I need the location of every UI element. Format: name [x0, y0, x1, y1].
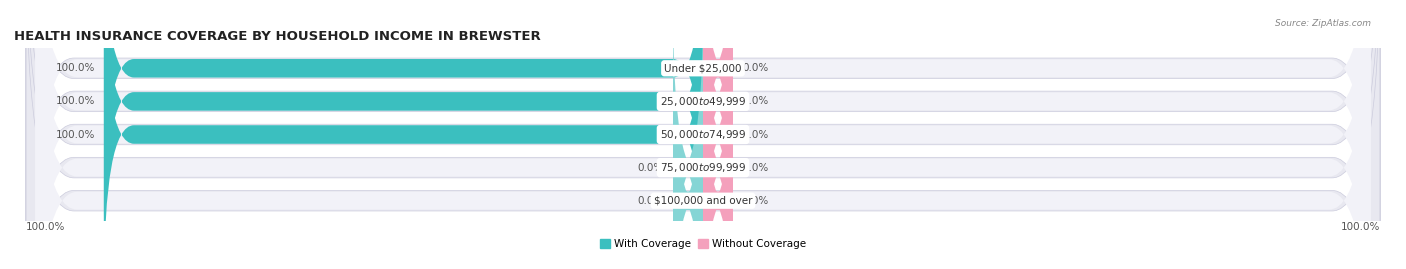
Text: 0.0%: 0.0% [742, 96, 768, 107]
Text: 100.0%: 100.0% [56, 96, 96, 107]
FancyBboxPatch shape [35, 0, 1371, 269]
Text: 100.0%: 100.0% [56, 63, 96, 73]
Text: Under $25,000: Under $25,000 [664, 63, 742, 73]
Text: 100.0%: 100.0% [1340, 222, 1379, 232]
Text: 0.0%: 0.0% [742, 63, 768, 73]
FancyBboxPatch shape [35, 0, 1371, 269]
Text: Source: ZipAtlas.com: Source: ZipAtlas.com [1275, 19, 1371, 28]
Text: $100,000 and over: $100,000 and over [654, 196, 752, 206]
FancyBboxPatch shape [27, 0, 1379, 269]
Legend: With Coverage, Without Coverage: With Coverage, Without Coverage [596, 235, 810, 253]
FancyBboxPatch shape [703, 11, 733, 269]
Text: 0.0%: 0.0% [638, 162, 664, 173]
FancyBboxPatch shape [673, 44, 703, 269]
FancyBboxPatch shape [27, 0, 1379, 269]
FancyBboxPatch shape [703, 0, 733, 269]
Text: HEALTH INSURANCE COVERAGE BY HOUSEHOLD INCOME IN BREWSTER: HEALTH INSURANCE COVERAGE BY HOUSEHOLD I… [14, 30, 541, 43]
Text: 100.0%: 100.0% [27, 222, 66, 232]
FancyBboxPatch shape [703, 44, 733, 269]
FancyBboxPatch shape [35, 0, 1371, 269]
FancyBboxPatch shape [27, 0, 1379, 269]
FancyBboxPatch shape [35, 0, 1371, 269]
Text: 0.0%: 0.0% [742, 162, 768, 173]
FancyBboxPatch shape [35, 0, 1371, 269]
FancyBboxPatch shape [27, 0, 1379, 269]
FancyBboxPatch shape [104, 0, 703, 258]
FancyBboxPatch shape [703, 0, 733, 258]
Text: $25,000 to $49,999: $25,000 to $49,999 [659, 95, 747, 108]
Text: 100.0%: 100.0% [56, 129, 96, 140]
Text: $50,000 to $74,999: $50,000 to $74,999 [659, 128, 747, 141]
FancyBboxPatch shape [673, 11, 703, 269]
FancyBboxPatch shape [104, 0, 703, 225]
FancyBboxPatch shape [27, 0, 1379, 269]
FancyBboxPatch shape [703, 0, 733, 225]
Text: 0.0%: 0.0% [638, 196, 664, 206]
Text: $75,000 to $99,999: $75,000 to $99,999 [659, 161, 747, 174]
Text: 0.0%: 0.0% [742, 129, 768, 140]
Text: 0.0%: 0.0% [742, 196, 768, 206]
FancyBboxPatch shape [104, 0, 703, 269]
